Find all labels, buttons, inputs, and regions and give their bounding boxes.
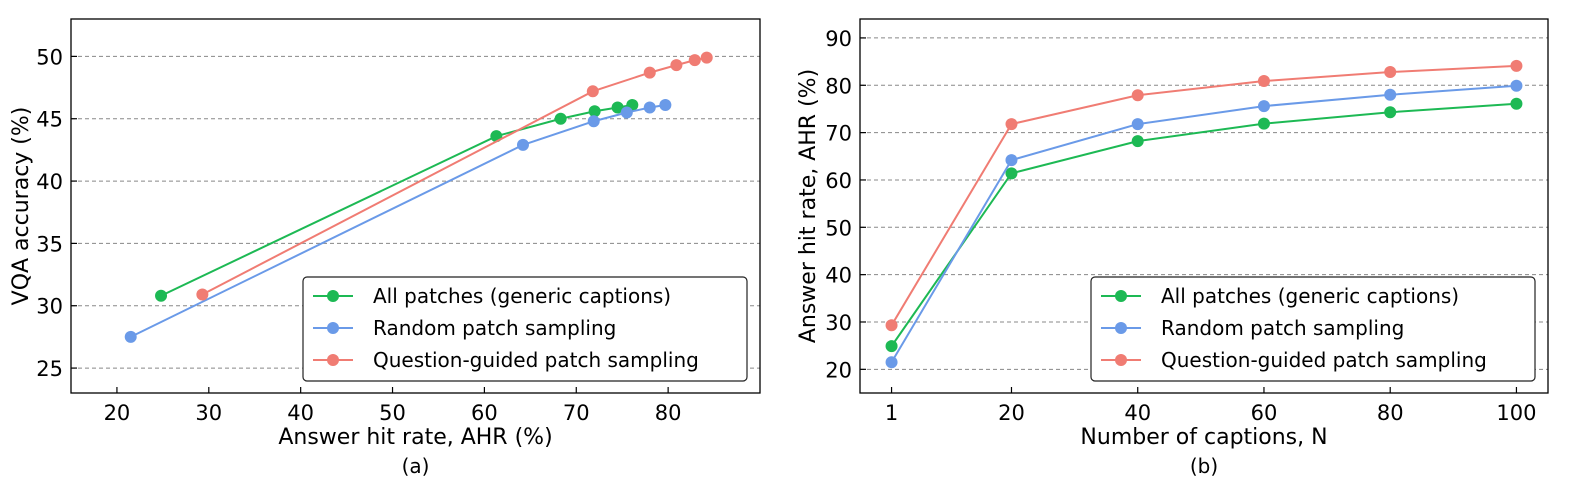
x-tick-label: 40 — [1124, 401, 1151, 425]
y-tick-label: 50 — [825, 216, 852, 240]
data-point — [1510, 59, 1523, 72]
series-line — [890, 102, 1517, 347]
data-point — [688, 54, 701, 67]
data-point — [554, 112, 567, 125]
data-point — [670, 59, 683, 72]
x-tick-label: 20 — [104, 401, 131, 425]
plot-frame — [70, 18, 761, 394]
y-tick-label: 70 — [825, 122, 852, 146]
data-point — [1005, 154, 1018, 167]
x-tick-label: 100 — [1496, 401, 1536, 425]
data-point — [1257, 75, 1270, 88]
x-tick-label: 50 — [379, 401, 406, 425]
legend-label: Question-guided patch sampling — [1161, 348, 1487, 372]
y-tick-label: 30 — [36, 295, 63, 319]
data-point — [643, 66, 656, 79]
data-point — [1005, 167, 1018, 180]
x-tick-label: 20 — [998, 401, 1025, 425]
y-tick-label: 90 — [825, 27, 852, 51]
x-tick-label: 60 — [1251, 401, 1278, 425]
y-tick-label: 60 — [825, 169, 852, 193]
legend-marker — [327, 354, 339, 366]
data-point — [1510, 79, 1523, 92]
x-tick-label: 30 — [195, 401, 222, 425]
data-point — [611, 101, 624, 114]
data-point — [516, 138, 529, 151]
data-point — [659, 99, 672, 112]
plot-frame — [859, 18, 1549, 394]
data-point — [196, 288, 209, 301]
legend-label: Random patch sampling — [373, 316, 616, 340]
data-point — [700, 51, 713, 64]
data-point — [620, 106, 633, 119]
y-tick-label: 50 — [36, 45, 63, 69]
legend-label: All patches (generic captions) — [1161, 284, 1459, 308]
x-tick-label: 80 — [1377, 401, 1404, 425]
x-tick-label: 80 — [655, 401, 682, 425]
x-axis-label: Number of captions, N — [1080, 425, 1327, 450]
y-tick-label: 40 — [36, 170, 63, 194]
data-point — [1510, 97, 1523, 110]
y-tick-label: 80 — [825, 74, 852, 98]
data-point — [643, 101, 656, 114]
x-tick-label: 70 — [563, 401, 590, 425]
chart-b: 1 20 40 60 80 100 20 30 40 50 60 70 80 90 Number of ca… — [796, 18, 1549, 478]
data-point — [155, 289, 168, 302]
figure-caption: (a) — [402, 454, 430, 478]
legend-label: Random patch sampling — [1161, 316, 1404, 340]
data-point — [1257, 117, 1270, 130]
y-tick-label: 40 — [825, 264, 852, 288]
series-line — [890, 84, 1517, 363]
data-point — [885, 356, 898, 369]
series-line — [890, 64, 1517, 326]
legend-marker — [1115, 290, 1127, 302]
legend-label: Question-guided patch sampling — [373, 348, 699, 372]
series-line — [160, 104, 633, 297]
data-point — [587, 115, 600, 128]
legend-label: All patches (generic captions) — [373, 284, 671, 308]
legend-box — [1090, 276, 1536, 382]
data-point — [1384, 106, 1397, 119]
x-axis-label: Answer hit rate, AHR (%) — [278, 425, 552, 450]
legend-marker — [327, 290, 339, 302]
legend-marker — [327, 322, 339, 334]
y-axis-label: VQA accuracy (%) — [9, 107, 34, 306]
series-line — [201, 56, 707, 296]
data-point — [885, 319, 898, 332]
data-point — [1131, 135, 1144, 148]
y-tick-label: 45 — [36, 108, 63, 132]
y-tick-label: 25 — [36, 357, 63, 381]
data-point — [885, 340, 898, 353]
x-tick-label: 40 — [287, 401, 314, 425]
y-tick-label: 35 — [36, 232, 63, 256]
legend-box — [302, 276, 748, 382]
data-point — [1005, 118, 1018, 131]
data-point — [1384, 66, 1397, 79]
legend-marker — [1115, 354, 1127, 366]
legend-marker — [1115, 322, 1127, 334]
data-point — [1384, 88, 1397, 101]
data-point — [1131, 89, 1144, 102]
x-tick-label: 60 — [471, 401, 498, 425]
data-point — [1131, 118, 1144, 131]
y-tick-label: 20 — [825, 358, 852, 382]
data-point — [124, 330, 137, 343]
x-tick-label: 1 — [885, 401, 898, 425]
figure-caption: (b) — [1190, 454, 1218, 478]
y-axis-label: Answer hit rate, AHR (%) — [796, 69, 821, 343]
y-tick-label: 30 — [825, 311, 852, 335]
data-point — [1257, 100, 1270, 113]
data-point — [588, 105, 601, 118]
data-point — [586, 85, 599, 98]
